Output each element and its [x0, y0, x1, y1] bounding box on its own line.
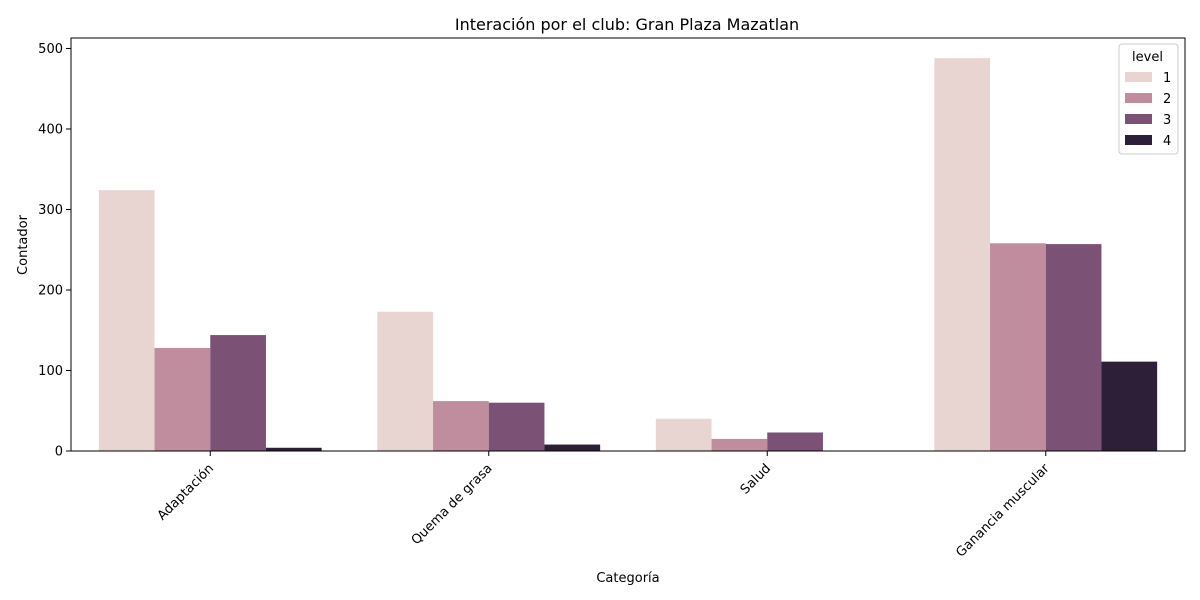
y-tick-label: 200: [38, 283, 63, 298]
x-axis-label: Categoría: [596, 571, 659, 586]
legend-title: level: [1132, 50, 1163, 65]
legend-label-level-2: 2: [1163, 92, 1171, 107]
bar-quema-de-grasa-level-3: [488, 402, 545, 451]
bar-ganancia-muscular-level-3: [1045, 244, 1102, 451]
chart-title: Interación por el club: Gran Plaza Mazat…: [455, 15, 799, 34]
legend-swatch-level-3: [1125, 114, 1152, 124]
x-tick-label: Ganancia muscular: [953, 461, 1053, 561]
bar-quema-de-grasa-level-2: [433, 401, 489, 451]
plot-frame: [70, 37, 1186, 452]
x-axis: Adaptación Quema de grasa Salud Ganancia mu…: [155, 451, 1053, 560]
y-axis: 0 100 200 300 400 500: [38, 42, 71, 460]
legend-label-level-4: 4: [1163, 134, 1171, 149]
y-tick-label: 0: [55, 445, 63, 460]
bar-adaptación-level-4: [265, 447, 322, 451]
x-tick-label: Adaptación: [155, 461, 217, 523]
legend-label-level-1: 1: [1163, 71, 1171, 86]
bar-salud-level-2: [711, 438, 768, 451]
bar-ganancia-muscular-level-4: [1101, 361, 1158, 451]
legend-label-level-3: 3: [1163, 113, 1171, 128]
x-tick-label: Salud: [738, 461, 774, 497]
bar-adaptación-level-1: [98, 190, 155, 451]
legend-swatch-level-2: [1125, 93, 1152, 103]
bar-adaptación-level-2: [154, 347, 211, 451]
bar-salud-level-3: [767, 432, 823, 451]
bars-group: [98, 58, 1158, 451]
legend-swatch-level-1: [1125, 72, 1152, 82]
bar-ganancia-muscular-level-1: [934, 58, 991, 451]
legend-swatch-level-4: [1125, 135, 1152, 145]
bar-quema-de-grasa-level-4: [544, 444, 601, 451]
x-tick-label: Quema de grasa: [409, 461, 496, 548]
y-tick-label: 400: [38, 122, 63, 137]
y-tick-label: 300: [38, 203, 63, 218]
y-tick-label: 500: [38, 42, 63, 57]
bar-adaptación-level-3: [210, 335, 266, 451]
y-axis-label: Contador: [16, 214, 31, 275]
bar-quema-de-grasa-level-1: [377, 311, 434, 451]
y-tick-label: 100: [38, 364, 63, 379]
bar-ganancia-muscular-level-2: [990, 243, 1046, 451]
bar-salud-level-1: [655, 418, 712, 451]
